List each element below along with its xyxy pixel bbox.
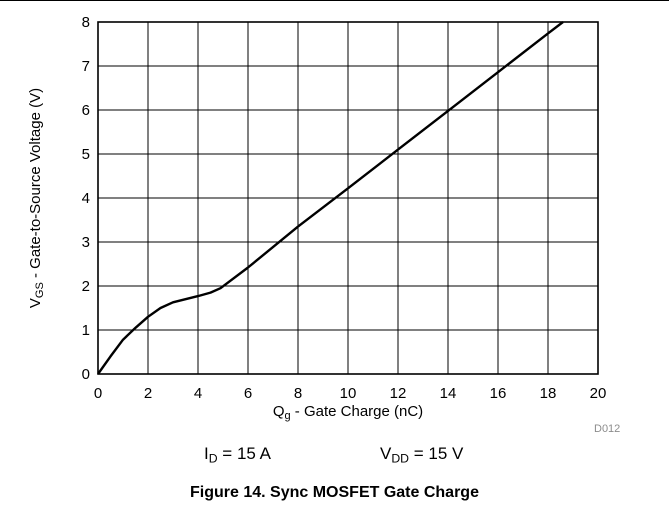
y-tick-label: 7 [82,58,90,75]
x-tick-label: 18 [540,385,557,402]
y-tick-labels: 0 1 2 3 4 5 6 7 8 [82,14,90,383]
figure-title: Figure 14. Sync MOSFET Gate Charge [190,484,479,501]
y-tick-label: 5 [82,146,90,163]
series-line-vgs [97,21,564,375]
y-tick-label: 4 [82,190,90,207]
x-tick-label: 12 [390,385,407,402]
y-axis-label: VGS - Gate-to-Source Voltage (V) [27,88,46,308]
y-tick-label: 1 [82,322,90,339]
x-tick-label: 8 [294,385,302,402]
vdd-condition: VDD = 15 V [380,444,464,466]
x-tick-label: 14 [440,385,457,402]
x-tick-label: 0 [94,385,102,402]
id-condition: ID = 15 A [204,444,271,466]
y-tick-label: 6 [82,102,90,119]
plot-frame [97,21,599,375]
y-tick-label: 2 [82,278,90,295]
x-tick-label: 6 [244,385,252,402]
y-tick-label: 8 [82,14,90,31]
x-tick-label: 16 [490,385,507,402]
x-tick-label: 2 [144,385,152,402]
top-rule [0,0,669,1]
x-tick-label: 20 [590,385,607,402]
y-tick-label: 0 [82,366,90,383]
x-tick-label: 4 [194,385,202,402]
x-tick-labels: 0 2 4 6 8 10 12 14 16 18 20 [94,385,607,402]
series-layer [97,21,564,375]
x-tick-label: 10 [340,385,357,402]
x-axis-label: Qg - Gate Charge (nC) [273,403,423,422]
y-tick-label: 3 [82,234,90,251]
figure-code: D012 [594,423,620,435]
grid [97,21,599,375]
